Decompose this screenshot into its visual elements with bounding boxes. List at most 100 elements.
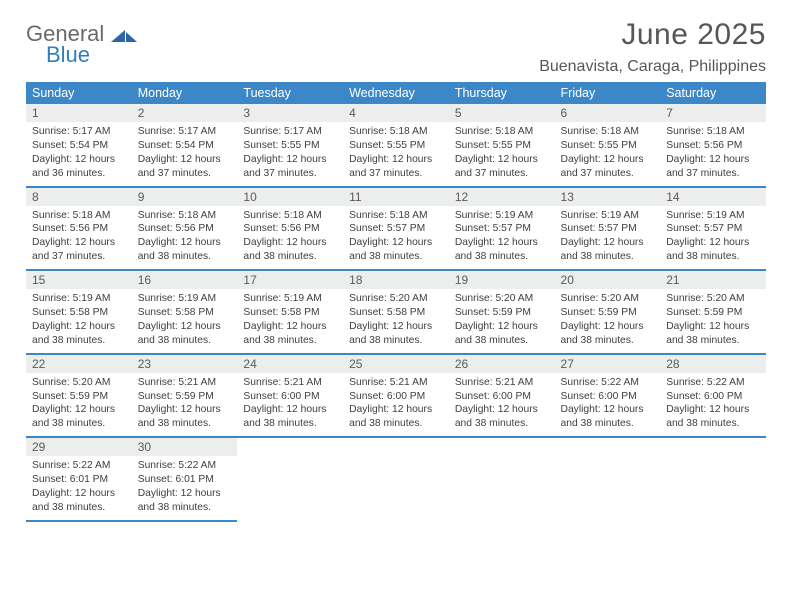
day-number: 4 bbox=[343, 104, 449, 122]
calendar-week-row: 1Sunrise: 5:17 AMSunset: 5:54 PMDaylight… bbox=[26, 104, 766, 187]
calendar-week-row: 15Sunrise: 5:19 AMSunset: 5:58 PMDayligh… bbox=[26, 270, 766, 354]
calendar-day-cell: 24Sunrise: 5:21 AMSunset: 6:00 PMDayligh… bbox=[237, 354, 343, 438]
day-details: Sunrise: 5:19 AMSunset: 5:58 PMDaylight:… bbox=[26, 289, 132, 353]
day-number: 29 bbox=[26, 438, 132, 456]
calendar-day-cell: 15Sunrise: 5:19 AMSunset: 5:58 PMDayligh… bbox=[26, 270, 132, 354]
day-number: 22 bbox=[26, 355, 132, 373]
day-number: 27 bbox=[555, 355, 661, 373]
day-details: Sunrise: 5:17 AMSunset: 5:54 PMDaylight:… bbox=[132, 122, 238, 186]
day-details: Sunrise: 5:20 AMSunset: 5:58 PMDaylight:… bbox=[343, 289, 449, 353]
day-number: 10 bbox=[237, 188, 343, 206]
day-number: 17 bbox=[237, 271, 343, 289]
calendar-day-cell: 13Sunrise: 5:19 AMSunset: 5:57 PMDayligh… bbox=[555, 187, 661, 271]
calendar-empty-cell bbox=[660, 437, 766, 521]
day-details: Sunrise: 5:18 AMSunset: 5:56 PMDaylight:… bbox=[660, 122, 766, 186]
day-number: 18 bbox=[343, 271, 449, 289]
day-number: 15 bbox=[26, 271, 132, 289]
calendar-day-cell: 29Sunrise: 5:22 AMSunset: 6:01 PMDayligh… bbox=[26, 437, 132, 521]
calendar-week-row: 29Sunrise: 5:22 AMSunset: 6:01 PMDayligh… bbox=[26, 437, 766, 521]
calendar-day-cell: 14Sunrise: 5:19 AMSunset: 5:57 PMDayligh… bbox=[660, 187, 766, 271]
day-details: Sunrise: 5:22 AMSunset: 6:01 PMDaylight:… bbox=[26, 456, 132, 520]
day-number: 21 bbox=[660, 271, 766, 289]
calendar-day-cell: 8Sunrise: 5:18 AMSunset: 5:56 PMDaylight… bbox=[26, 187, 132, 271]
page-title: June 2025 bbox=[539, 18, 766, 52]
calendar-day-cell: 28Sunrise: 5:22 AMSunset: 6:00 PMDayligh… bbox=[660, 354, 766, 438]
weekday-header: Monday bbox=[132, 82, 238, 104]
calendar-empty-cell bbox=[555, 437, 661, 521]
calendar-day-cell: 17Sunrise: 5:19 AMSunset: 5:58 PMDayligh… bbox=[237, 270, 343, 354]
day-details: Sunrise: 5:22 AMSunset: 6:01 PMDaylight:… bbox=[132, 456, 238, 520]
calendar-day-cell: 18Sunrise: 5:20 AMSunset: 5:58 PMDayligh… bbox=[343, 270, 449, 354]
logo-flag-icon bbox=[111, 26, 137, 47]
weekday-header: Wednesday bbox=[343, 82, 449, 104]
day-details: Sunrise: 5:19 AMSunset: 5:57 PMDaylight:… bbox=[555, 206, 661, 270]
title-block: June 2025 Buenavista, Caraga, Philippine… bbox=[539, 18, 766, 76]
weekday-header: Sunday bbox=[26, 82, 132, 104]
day-details: Sunrise: 5:21 AMSunset: 6:00 PMDaylight:… bbox=[449, 373, 555, 437]
calendar-week-row: 8Sunrise: 5:18 AMSunset: 5:56 PMDaylight… bbox=[26, 187, 766, 271]
calendar-day-cell: 16Sunrise: 5:19 AMSunset: 5:58 PMDayligh… bbox=[132, 270, 238, 354]
day-details: Sunrise: 5:19 AMSunset: 5:58 PMDaylight:… bbox=[132, 289, 238, 353]
day-details: Sunrise: 5:21 AMSunset: 5:59 PMDaylight:… bbox=[132, 373, 238, 437]
day-details: Sunrise: 5:18 AMSunset: 5:56 PMDaylight:… bbox=[26, 206, 132, 270]
day-number: 24 bbox=[237, 355, 343, 373]
calendar-day-cell: 27Sunrise: 5:22 AMSunset: 6:00 PMDayligh… bbox=[555, 354, 661, 438]
calendar-day-cell: 22Sunrise: 5:20 AMSunset: 5:59 PMDayligh… bbox=[26, 354, 132, 438]
day-number: 1 bbox=[26, 104, 132, 122]
day-details: Sunrise: 5:21 AMSunset: 6:00 PMDaylight:… bbox=[237, 373, 343, 437]
calendar-table: Sunday Monday Tuesday Wednesday Thursday… bbox=[26, 82, 766, 522]
calendar-empty-cell bbox=[237, 437, 343, 521]
day-number: 23 bbox=[132, 355, 238, 373]
header-row: General Blue June 2025 Buenavista, Carag… bbox=[26, 18, 766, 76]
weekday-header: Friday bbox=[555, 82, 661, 104]
day-details: Sunrise: 5:20 AMSunset: 5:59 PMDaylight:… bbox=[555, 289, 661, 353]
calendar-day-cell: 7Sunrise: 5:18 AMSunset: 5:56 PMDaylight… bbox=[660, 104, 766, 187]
logo: General Blue bbox=[26, 24, 137, 65]
day-details: Sunrise: 5:22 AMSunset: 6:00 PMDaylight:… bbox=[660, 373, 766, 437]
calendar-day-cell: 26Sunrise: 5:21 AMSunset: 6:00 PMDayligh… bbox=[449, 354, 555, 438]
day-details: Sunrise: 5:18 AMSunset: 5:56 PMDaylight:… bbox=[237, 206, 343, 270]
day-details: Sunrise: 5:18 AMSunset: 5:56 PMDaylight:… bbox=[132, 206, 238, 270]
day-details: Sunrise: 5:21 AMSunset: 6:00 PMDaylight:… bbox=[343, 373, 449, 437]
calendar-day-cell: 19Sunrise: 5:20 AMSunset: 5:59 PMDayligh… bbox=[449, 270, 555, 354]
day-number: 25 bbox=[343, 355, 449, 373]
day-number: 3 bbox=[237, 104, 343, 122]
weekday-header: Thursday bbox=[449, 82, 555, 104]
calendar-day-cell: 30Sunrise: 5:22 AMSunset: 6:01 PMDayligh… bbox=[132, 437, 238, 521]
day-number: 30 bbox=[132, 438, 238, 456]
day-number: 6 bbox=[555, 104, 661, 122]
day-number: 14 bbox=[660, 188, 766, 206]
calendar-day-cell: 1Sunrise: 5:17 AMSunset: 5:54 PMDaylight… bbox=[26, 104, 132, 187]
weekday-header: Saturday bbox=[660, 82, 766, 104]
day-number: 12 bbox=[449, 188, 555, 206]
calendar-day-cell: 6Sunrise: 5:18 AMSunset: 5:55 PMDaylight… bbox=[555, 104, 661, 187]
day-details: Sunrise: 5:19 AMSunset: 5:58 PMDaylight:… bbox=[237, 289, 343, 353]
day-details: Sunrise: 5:19 AMSunset: 5:57 PMDaylight:… bbox=[449, 206, 555, 270]
day-number: 19 bbox=[449, 271, 555, 289]
calendar-day-cell: 3Sunrise: 5:17 AMSunset: 5:55 PMDaylight… bbox=[237, 104, 343, 187]
calendar-day-cell: 2Sunrise: 5:17 AMSunset: 5:54 PMDaylight… bbox=[132, 104, 238, 187]
calendar-day-cell: 4Sunrise: 5:18 AMSunset: 5:55 PMDaylight… bbox=[343, 104, 449, 187]
day-number: 2 bbox=[132, 104, 238, 122]
day-number: 9 bbox=[132, 188, 238, 206]
weekday-header: Tuesday bbox=[237, 82, 343, 104]
weekday-header-row: Sunday Monday Tuesday Wednesday Thursday… bbox=[26, 82, 766, 104]
day-number: 26 bbox=[449, 355, 555, 373]
day-details: Sunrise: 5:18 AMSunset: 5:55 PMDaylight:… bbox=[343, 122, 449, 186]
calendar-day-cell: 11Sunrise: 5:18 AMSunset: 5:57 PMDayligh… bbox=[343, 187, 449, 271]
calendar-empty-cell bbox=[343, 437, 449, 521]
calendar-day-cell: 20Sunrise: 5:20 AMSunset: 5:59 PMDayligh… bbox=[555, 270, 661, 354]
day-number: 20 bbox=[555, 271, 661, 289]
day-details: Sunrise: 5:20 AMSunset: 5:59 PMDaylight:… bbox=[26, 373, 132, 437]
calendar-day-cell: 9Sunrise: 5:18 AMSunset: 5:56 PMDaylight… bbox=[132, 187, 238, 271]
calendar-day-cell: 5Sunrise: 5:18 AMSunset: 5:55 PMDaylight… bbox=[449, 104, 555, 187]
day-details: Sunrise: 5:20 AMSunset: 5:59 PMDaylight:… bbox=[660, 289, 766, 353]
calendar-day-cell: 10Sunrise: 5:18 AMSunset: 5:56 PMDayligh… bbox=[237, 187, 343, 271]
calendar-day-cell: 12Sunrise: 5:19 AMSunset: 5:57 PMDayligh… bbox=[449, 187, 555, 271]
calendar-day-cell: 25Sunrise: 5:21 AMSunset: 6:00 PMDayligh… bbox=[343, 354, 449, 438]
day-details: Sunrise: 5:17 AMSunset: 5:55 PMDaylight:… bbox=[237, 122, 343, 186]
day-details: Sunrise: 5:18 AMSunset: 5:55 PMDaylight:… bbox=[555, 122, 661, 186]
calendar-week-row: 22Sunrise: 5:20 AMSunset: 5:59 PMDayligh… bbox=[26, 354, 766, 438]
day-details: Sunrise: 5:18 AMSunset: 5:57 PMDaylight:… bbox=[343, 206, 449, 270]
day-details: Sunrise: 5:17 AMSunset: 5:54 PMDaylight:… bbox=[26, 122, 132, 186]
